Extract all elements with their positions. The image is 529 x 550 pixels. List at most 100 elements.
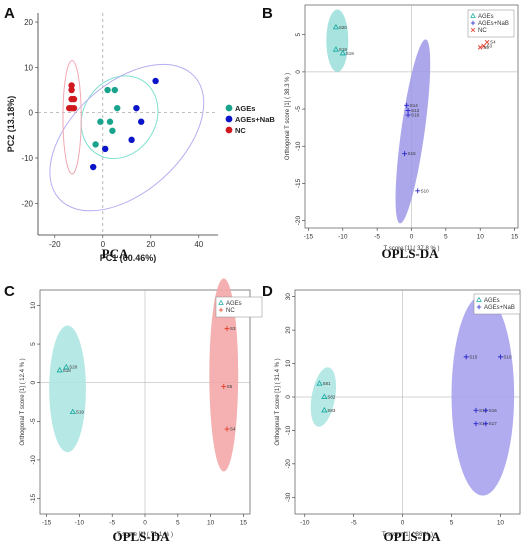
point-label: S10 — [503, 354, 512, 359]
x-axis-label: T score [1] ( 37.8 % ) — [384, 246, 440, 252]
legend-marker — [476, 304, 482, 310]
panel-caption: OPLS-DA — [112, 529, 170, 544]
y-tick-label: 0 — [30, 381, 37, 385]
data-point — [402, 151, 408, 157]
legend-marker — [470, 27, 476, 33]
data-point — [102, 145, 109, 153]
confidence-ellipse — [49, 325, 86, 453]
x-tick-label: -10 — [338, 234, 348, 241]
series-nc — [66, 82, 78, 112]
y-tick-label: 20 — [285, 326, 292, 334]
point-label: S19 — [346, 51, 355, 56]
point-label: S20 — [339, 25, 348, 30]
point-label: S3 — [230, 326, 236, 331]
point-label: S10 — [421, 188, 430, 193]
point-label: S18 — [63, 368, 72, 373]
panel-caption: PCA — [102, 246, 129, 261]
y-tick-label: 30 — [285, 293, 292, 301]
data-point — [63, 363, 70, 370]
panel-caption: OPLS-DA — [383, 529, 441, 544]
point-label: S5 — [483, 45, 489, 50]
series-nc: S3 S5 S4 — [221, 326, 236, 432]
data-point — [70, 95, 78, 103]
data-point — [332, 46, 340, 52]
y-tick-label: -10 — [30, 455, 37, 465]
data-point — [133, 104, 140, 112]
data-point — [90, 163, 97, 171]
legend-label: NC — [235, 126, 246, 135]
panel-letter: A — [4, 5, 15, 22]
data-point — [481, 43, 486, 49]
legend-label: AGEs+NaB — [484, 305, 515, 311]
point-label: S15 — [408, 151, 417, 156]
x-tick-label: -5 — [109, 520, 115, 527]
panel-letter: D — [262, 283, 273, 300]
data-point — [473, 407, 479, 413]
confidence-ellipse — [209, 278, 239, 472]
y-tick-label: 0 — [295, 70, 302, 74]
y-tick-label: -10 — [285, 425, 292, 435]
y-tick-label: 5 — [30, 342, 37, 346]
data-point — [477, 45, 483, 50]
data-point — [114, 104, 121, 112]
point-label: S17 — [489, 421, 498, 426]
panel-caption: OPLS-DA — [381, 246, 439, 261]
y-tick-label: -15 — [295, 178, 302, 188]
x-tick-label: 10 — [207, 520, 215, 527]
data-point — [138, 118, 145, 125]
x-tick-label: 0 — [143, 520, 147, 527]
data-point — [484, 39, 490, 45]
x-tick-label: -10 — [75, 520, 85, 527]
data-point — [104, 86, 111, 94]
panel-c: C -15 -10 -5 0 5 10 15 -15 -10 -5 0 5 10 T score [1] (… — [4, 278, 263, 544]
y-tick-label: -20 — [285, 459, 292, 469]
point-label: S3 — [487, 43, 493, 48]
y-tick-label: 10 — [30, 301, 37, 309]
point-label: S14 — [479, 421, 488, 426]
data-point — [97, 118, 104, 125]
legend-label: AGEs — [484, 298, 500, 304]
legend: AGEs AGEs+NaB NC — [225, 104, 275, 135]
y-tick-label: 20 — [24, 18, 33, 27]
series-ages — [92, 86, 121, 148]
data-point — [497, 354, 503, 360]
data-point — [483, 407, 489, 413]
point-label: S16 — [489, 408, 498, 413]
panel-a: A -20 0 20 40 -20 -10 0 10 20 PC1 (60.46%) PC2 (13.… — [4, 5, 275, 263]
y-tick-label: 0 — [285, 395, 292, 399]
legend-marker — [218, 307, 224, 313]
legend-marker — [225, 104, 233, 112]
data-point — [70, 104, 78, 112]
point-label: S15 — [469, 354, 478, 359]
y-axis-label: Orthogonal T score [1] ( 31.4 % ) — [275, 358, 281, 445]
y-tick-label: -15 — [30, 493, 37, 503]
panel-d: D -10 -5 0 5 10 -30 -20 -10 0 10 20 30 T score [1] ( … — [262, 283, 521, 544]
y-tick-label: -10 — [21, 154, 33, 163]
point-label: S20 — [69, 365, 78, 370]
x-tick-label: 20 — [146, 240, 155, 249]
confidence-ellipses — [326, 9, 431, 224]
series-ages: S81 S82 S83 — [316, 380, 336, 413]
legend-marker — [218, 299, 224, 305]
legend-label: AGEs — [235, 104, 255, 113]
data-point — [332, 23, 340, 30]
y-tick-label: -5 — [295, 106, 302, 112]
data-point — [221, 384, 227, 390]
data-point — [69, 408, 76, 415]
x-tick-label: -5 — [351, 520, 357, 527]
confidence-ellipse — [62, 60, 82, 175]
y-tick-label: 10 — [24, 63, 33, 72]
data-point — [68, 82, 75, 89]
data-point — [404, 102, 410, 108]
legend-marker — [470, 12, 476, 18]
point-label: S5 — [227, 384, 233, 389]
data-point — [68, 86, 75, 94]
confidence-ellipses — [49, 60, 205, 212]
confidence-ellipses — [49, 278, 239, 472]
data-point — [152, 77, 159, 85]
x-axis-label: T score [1] ( 36 % ) — [382, 532, 433, 538]
data-point — [321, 393, 328, 399]
confidence-ellipse — [49, 63, 205, 212]
point-label: S14 — [410, 103, 419, 108]
